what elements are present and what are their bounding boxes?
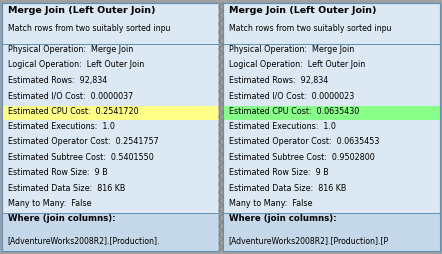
- Text: Physical Operation:  Merge Join: Physical Operation: Merge Join: [229, 45, 354, 54]
- Text: Estimated Data Size:  816 KB: Estimated Data Size: 816 KB: [229, 184, 346, 193]
- FancyBboxPatch shape: [223, 106, 440, 120]
- Text: Estimated I/O Cost:  0.0000023: Estimated I/O Cost: 0.0000023: [229, 91, 354, 100]
- Text: Estimated Rows:  92,834: Estimated Rows: 92,834: [229, 76, 328, 85]
- Text: Logical Operation:  Left Outer Join: Logical Operation: Left Outer Join: [8, 60, 144, 70]
- FancyBboxPatch shape: [223, 3, 440, 251]
- Text: Physical Operation:  Merge Join: Physical Operation: Merge Join: [8, 45, 133, 54]
- Text: Estimated CPU Cost:  0.2541720: Estimated CPU Cost: 0.2541720: [8, 107, 138, 116]
- Text: Estimated Subtree Cost:  0.9502800: Estimated Subtree Cost: 0.9502800: [229, 153, 374, 162]
- Text: Where (join columns):: Where (join columns):: [8, 214, 115, 223]
- Text: Logical Operation:  Left Outer Join: Logical Operation: Left Outer Join: [229, 60, 365, 70]
- Text: Estimated Row Size:  9 B: Estimated Row Size: 9 B: [8, 168, 107, 177]
- Text: Many to Many:  False: Many to Many: False: [8, 199, 91, 208]
- Text: Merge Join (Left Outer Join): Merge Join (Left Outer Join): [8, 6, 155, 14]
- Text: [AdventureWorks2008R2].[Production].: [AdventureWorks2008R2].[Production].: [8, 236, 160, 245]
- Text: Estimated Executions:  1.0: Estimated Executions: 1.0: [8, 122, 114, 131]
- FancyBboxPatch shape: [2, 3, 219, 251]
- Text: Estimated Row Size:  9 B: Estimated Row Size: 9 B: [229, 168, 328, 177]
- Text: Estimated Operator Cost:  0.2541757: Estimated Operator Cost: 0.2541757: [8, 137, 158, 147]
- Text: Estimated Executions:  1.0: Estimated Executions: 1.0: [229, 122, 335, 131]
- Text: Estimated Data Size:  816 KB: Estimated Data Size: 816 KB: [8, 184, 125, 193]
- Text: Merge Join (Left Outer Join): Merge Join (Left Outer Join): [229, 6, 376, 14]
- Text: Where (join columns):: Where (join columns):: [229, 214, 336, 223]
- Text: [AdventureWorks2008R2].[Production].[P: [AdventureWorks2008R2].[Production].[P: [229, 236, 389, 245]
- Text: Match rows from two suitably sorted inpu: Match rows from two suitably sorted inpu: [229, 24, 391, 33]
- Text: Estimated Operator Cost:  0.0635453: Estimated Operator Cost: 0.0635453: [229, 137, 379, 147]
- Text: Estimated CPU Cost:  0.0635430: Estimated CPU Cost: 0.0635430: [229, 107, 359, 116]
- Text: Match rows from two suitably sorted inpu: Match rows from two suitably sorted inpu: [8, 24, 170, 33]
- FancyBboxPatch shape: [2, 106, 219, 120]
- Text: Estimated Rows:  92,834: Estimated Rows: 92,834: [8, 76, 107, 85]
- Text: Many to Many:  False: Many to Many: False: [229, 199, 312, 208]
- FancyBboxPatch shape: [223, 213, 440, 251]
- Text: Estimated I/O Cost:  0.0000037: Estimated I/O Cost: 0.0000037: [8, 91, 133, 100]
- Text: Estimated Subtree Cost:  0.5401550: Estimated Subtree Cost: 0.5401550: [8, 153, 153, 162]
- FancyBboxPatch shape: [2, 213, 219, 251]
